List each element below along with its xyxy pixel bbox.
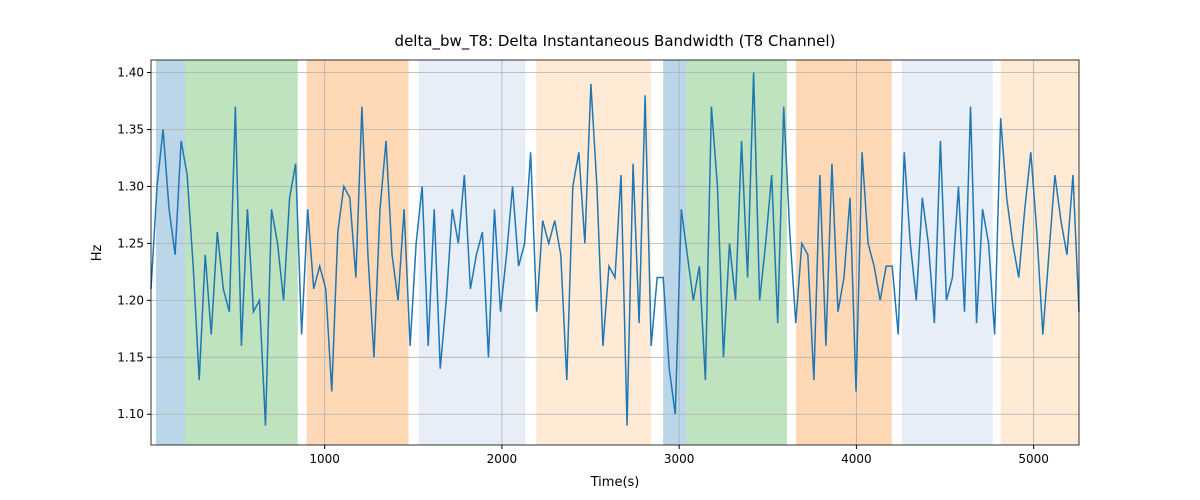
shaded-span (155, 60, 185, 445)
x-tick-label: 4000 (841, 452, 872, 466)
y-tick-label: 1.20 (117, 293, 144, 307)
shaded-span (306, 60, 409, 445)
y-tick-label: 1.40 (117, 66, 144, 80)
data-line (150, 72, 1080, 426)
x-tick-label: 5000 (1018, 452, 1049, 466)
chart-title: delta_bw_T8: Delta Instantaneous Bandwid… (395, 32, 836, 51)
y-tick-label: 1.25 (117, 236, 144, 250)
y-tick-label: 1.10 (117, 407, 144, 421)
x-tick-label: 2000 (487, 452, 518, 466)
shaded-span (418, 60, 526, 445)
y-axis-label: Hz (90, 245, 105, 262)
y-tick-label: 1.15 (117, 350, 144, 364)
shaded-span (901, 60, 993, 445)
plot-frame (150, 59, 1080, 446)
x-tick-label: 1000 (309, 452, 340, 466)
shaded-span (184, 60, 298, 445)
shaded-span (663, 60, 687, 445)
y-tick-label: 1.30 (117, 179, 144, 193)
shaded-span (795, 60, 892, 445)
x-axis-label: Time(s) (590, 475, 640, 490)
y-tick-label: 1.35 (117, 122, 144, 136)
shaded-span (536, 60, 652, 445)
x-tick-label: 3000 (664, 452, 695, 466)
